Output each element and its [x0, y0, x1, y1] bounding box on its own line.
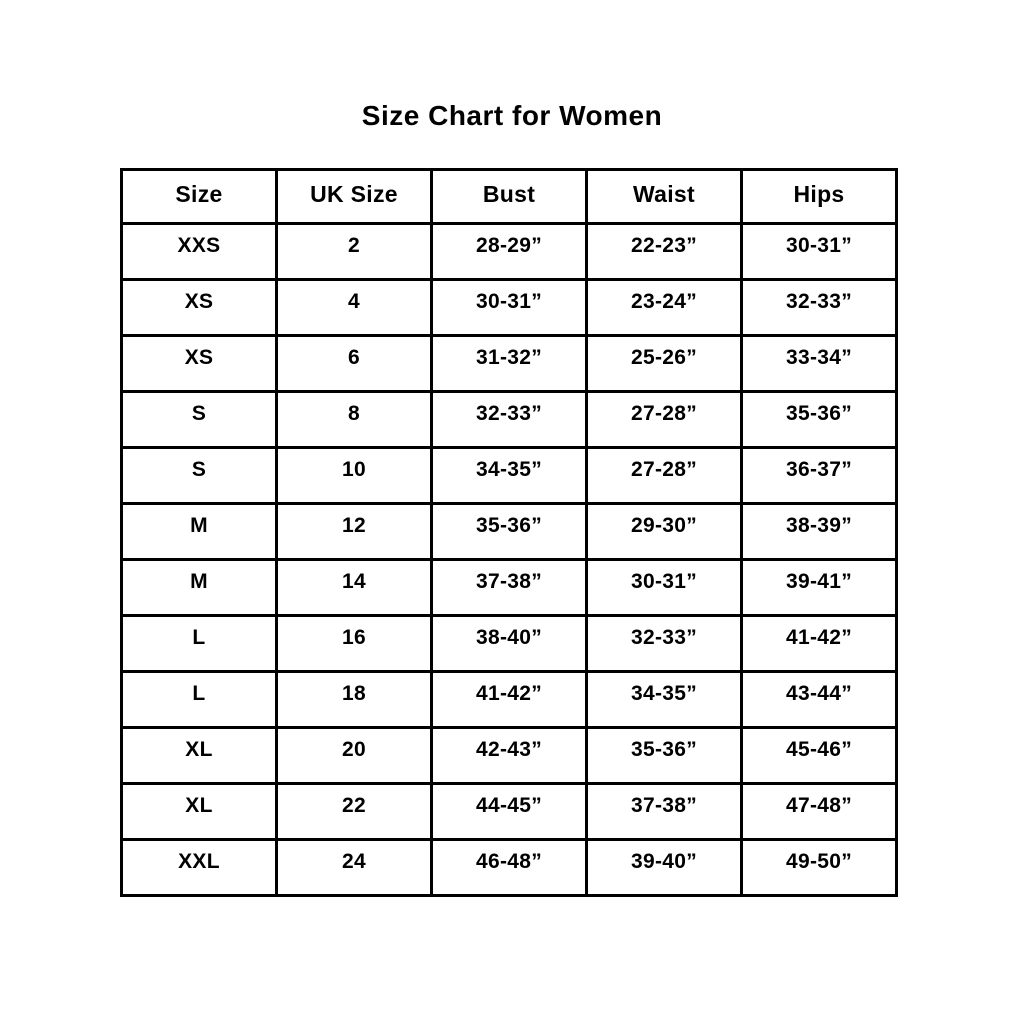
cell-hips: 30-31”: [740, 222, 898, 281]
cell-size: XS: [120, 278, 278, 337]
size-chart-table: Size UK Size Bust Waist Hips XXS 2 28-29” 22-23…: [120, 168, 898, 897]
cell-size: M: [120, 558, 278, 617]
cell-hips: 43-44”: [740, 670, 898, 729]
cell-size: XL: [120, 782, 278, 841]
cell-waist: 30-31”: [585, 558, 743, 617]
cell-hips: 32-33”: [740, 278, 898, 337]
cell-hips: 47-48”: [740, 782, 898, 841]
column-header-bust: Bust: [430, 168, 588, 225]
size-table-body: XXS 2 28-29” 22-23” 30-31” XS 4 30-31” 23-24” 32-…: [120, 222, 898, 897]
cell-bust: 28-29”: [430, 222, 588, 281]
cell-uk-size: 16: [275, 614, 433, 673]
cell-waist: 25-26”: [585, 334, 743, 393]
cell-waist: 39-40”: [585, 838, 743, 897]
column-header-size: Size: [120, 168, 278, 225]
cell-uk-size: 20: [275, 726, 433, 785]
table-row: XL 22 44-45” 37-38” 47-48”: [120, 782, 898, 841]
size-table-head: Size UK Size Bust Waist Hips: [120, 168, 898, 225]
table-row: S 8 32-33” 27-28” 35-36”: [120, 390, 898, 449]
table-row: L 18 41-42” 34-35” 43-44”: [120, 670, 898, 729]
cell-hips: 35-36”: [740, 390, 898, 449]
cell-size: S: [120, 390, 278, 449]
cell-bust: 35-36”: [430, 502, 588, 561]
cell-waist: 27-28”: [585, 390, 743, 449]
cell-bust: 30-31”: [430, 278, 588, 337]
cell-waist: 23-24”: [585, 278, 743, 337]
column-header-uk-size: UK Size: [275, 168, 433, 225]
cell-bust: 37-38”: [430, 558, 588, 617]
cell-size: L: [120, 670, 278, 729]
cell-waist: 22-23”: [585, 222, 743, 281]
cell-bust: 31-32”: [430, 334, 588, 393]
column-header-hips: Hips: [740, 168, 898, 225]
table-row: S 10 34-35” 27-28” 36-37”: [120, 446, 898, 505]
cell-bust: 32-33”: [430, 390, 588, 449]
header-row: Size UK Size Bust Waist Hips: [120, 168, 898, 225]
cell-hips: 45-46”: [740, 726, 898, 785]
cell-uk-size: 18: [275, 670, 433, 729]
cell-size: XXS: [120, 222, 278, 281]
page-title: Size Chart for Women: [361, 100, 663, 131]
cell-bust: 41-42”: [430, 670, 588, 729]
cell-uk-size: 2: [275, 222, 433, 281]
table-row: XXS 2 28-29” 22-23” 30-31”: [120, 222, 898, 281]
cell-hips: 41-42”: [740, 614, 898, 673]
table-row: M 12 35-36” 29-30” 38-39”: [120, 502, 898, 561]
cell-uk-size: 22: [275, 782, 433, 841]
cell-waist: 37-38”: [585, 782, 743, 841]
cell-waist: 35-36”: [585, 726, 743, 785]
cell-uk-size: 24: [275, 838, 433, 897]
cell-size: XL: [120, 726, 278, 785]
cell-hips: 38-39”: [740, 502, 898, 561]
cell-uk-size: 6: [275, 334, 433, 393]
cell-size: S: [120, 446, 278, 505]
table-row: XL 20 42-43” 35-36” 45-46”: [120, 726, 898, 785]
cell-size: L: [120, 614, 278, 673]
cell-size: XXL: [120, 838, 278, 897]
cell-waist: 32-33”: [585, 614, 743, 673]
cell-uk-size: 14: [275, 558, 433, 617]
cell-waist: 29-30”: [585, 502, 743, 561]
cell-hips: 33-34”: [740, 334, 898, 393]
cell-bust: 38-40”: [430, 614, 588, 673]
table-row: XS 6 31-32” 25-26” 33-34”: [120, 334, 898, 393]
cell-hips: 49-50”: [740, 838, 898, 897]
cell-size: M: [120, 502, 278, 561]
cell-waist: 34-35”: [585, 670, 743, 729]
cell-uk-size: 12: [275, 502, 433, 561]
cell-bust: 46-48”: [430, 838, 588, 897]
cell-bust: 42-43”: [430, 726, 588, 785]
cell-hips: 39-41”: [740, 558, 898, 617]
cell-uk-size: 10: [275, 446, 433, 505]
cell-waist: 27-28”: [585, 446, 743, 505]
cell-size: XS: [120, 334, 278, 393]
table-row: XXL 24 46-48” 39-40” 49-50”: [120, 838, 898, 897]
cell-hips: 36-37”: [740, 446, 898, 505]
cell-bust: 44-45”: [430, 782, 588, 841]
cell-uk-size: 4: [275, 278, 433, 337]
table-row: L 16 38-40” 32-33” 41-42”: [120, 614, 898, 673]
cell-uk-size: 8: [275, 390, 433, 449]
table-row: M 14 37-38” 30-31” 39-41”: [120, 558, 898, 617]
table-row: XS 4 30-31” 23-24” 32-33”: [120, 278, 898, 337]
column-header-waist: Waist: [585, 168, 743, 225]
cell-bust: 34-35”: [430, 446, 588, 505]
